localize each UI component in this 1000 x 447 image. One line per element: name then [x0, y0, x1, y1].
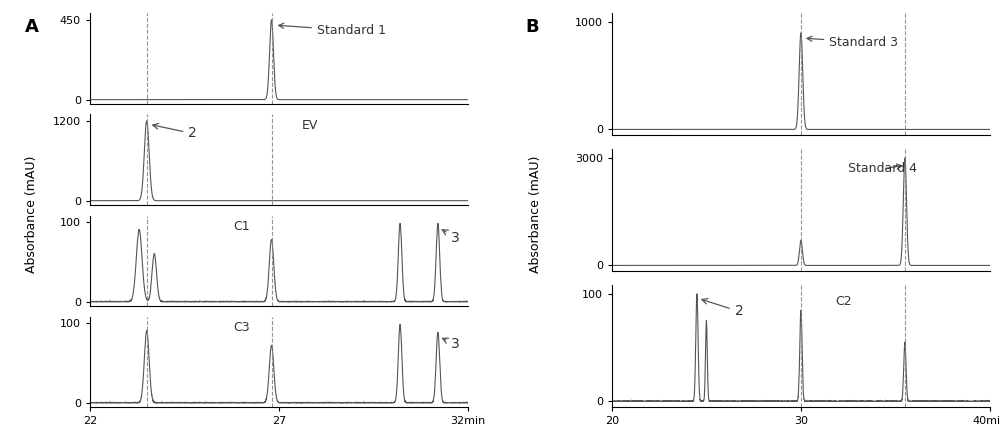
Text: Absorbance (mAU): Absorbance (mAU): [528, 156, 542, 273]
Text: Absorbance (mAU): Absorbance (mAU): [26, 156, 38, 273]
Text: Standard 4: Standard 4: [848, 162, 917, 175]
Text: EV: EV: [302, 119, 318, 132]
Text: 2: 2: [153, 123, 197, 140]
Text: C1: C1: [234, 220, 250, 233]
Text: A: A: [25, 18, 39, 36]
Text: 3: 3: [442, 230, 460, 245]
Text: 3: 3: [442, 337, 460, 351]
Text: Standard 3: Standard 3: [807, 36, 898, 49]
Text: C3: C3: [234, 321, 250, 334]
Text: C2: C2: [835, 295, 852, 308]
Text: B: B: [525, 18, 539, 36]
Text: 2: 2: [702, 299, 743, 318]
Text: Standard 1: Standard 1: [279, 23, 386, 37]
